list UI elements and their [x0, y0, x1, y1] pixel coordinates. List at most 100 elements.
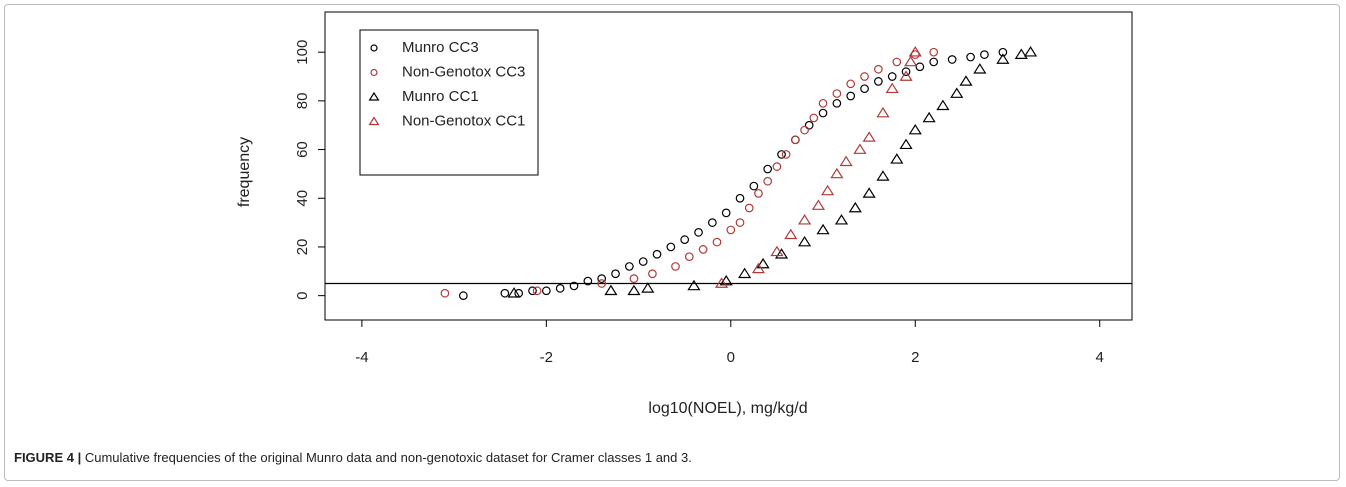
point: [798, 214, 812, 225]
point: [440, 288, 450, 298]
point: [846, 79, 856, 89]
point: [687, 279, 701, 291]
point: [791, 135, 800, 145]
point: [922, 111, 936, 123]
point: [809, 113, 819, 123]
point: [611, 269, 620, 279]
point: [666, 242, 676, 252]
point: [652, 249, 662, 259]
chart: log10(NOEL), mg/kg/d frequency -4 -2 0 2 402…: [236, 11, 1133, 417]
point: [885, 82, 899, 94]
point: [899, 138, 913, 150]
point: [929, 47, 939, 57]
point: [848, 201, 862, 213]
point: [751, 262, 766, 274]
y-tick-label: 0: [294, 291, 311, 299]
legend-label: Non-Genotox CC3: [402, 63, 525, 80]
legend-marker: [370, 68, 378, 77]
legend-box: [359, 29, 539, 176]
x-tick-label: 0: [727, 349, 735, 366]
point: [541, 286, 551, 296]
point: [821, 184, 835, 196]
point: [684, 252, 694, 262]
plot-box: [324, 11, 1133, 321]
x-tick-label: -2: [540, 349, 553, 366]
point: [853, 143, 867, 154]
point: [721, 208, 731, 218]
point: [629, 274, 639, 283]
x-axis-label: log10(NOEL), mg/kg/d: [648, 400, 807, 417]
caption-label: FIGURE 4 |: [14, 450, 82, 465]
x-tick-label: 4: [1096, 349, 1104, 366]
point: [973, 63, 987, 74]
point: [947, 55, 957, 64]
point: [708, 218, 717, 227]
point: [458, 291, 468, 301]
point: [818, 98, 828, 108]
caption: FIGURE 4 | Cumulative frequencies of the…: [14, 450, 692, 465]
point: [712, 237, 722, 247]
y-tick-label: 100: [294, 40, 311, 65]
point: [876, 170, 890, 181]
point: [908, 46, 922, 57]
point: [507, 287, 521, 298]
legend-marker: [370, 44, 378, 52]
point: [862, 131, 876, 142]
point: [680, 235, 690, 245]
point: [738, 267, 752, 279]
point: [834, 214, 849, 225]
point: [500, 288, 510, 298]
point: [763, 164, 773, 174]
point: [832, 89, 842, 98]
point: [804, 120, 814, 130]
legend-marker: [368, 116, 380, 126]
point: [798, 235, 812, 247]
point: [735, 193, 745, 203]
point: [908, 123, 922, 135]
point: [763, 176, 773, 186]
point: [846, 91, 856, 101]
point: [936, 99, 950, 111]
point: [774, 248, 789, 259]
point: [770, 245, 784, 257]
point: [749, 181, 759, 191]
point: [597, 274, 607, 283]
point: [860, 84, 869, 94]
point: [784, 228, 798, 240]
point: [811, 199, 826, 210]
point: [929, 57, 939, 67]
point: [714, 277, 729, 288]
point: [874, 77, 883, 86]
point: [638, 257, 648, 266]
point: [910, 50, 920, 59]
point: [532, 286, 542, 296]
point: [862, 187, 876, 198]
point: [904, 55, 918, 67]
point: [890, 153, 904, 164]
y-tick-label: 80: [294, 93, 311, 110]
point: [583, 276, 593, 286]
point: [528, 286, 537, 296]
point: [756, 257, 770, 269]
point: [887, 72, 897, 81]
legend-label: Munro CC3: [402, 39, 479, 56]
point: [604, 284, 618, 296]
point: [876, 106, 890, 118]
point: [735, 218, 745, 227]
point: [1014, 48, 1028, 59]
legend-label: Munro CC1: [402, 88, 479, 105]
point: [754, 189, 763, 198]
y-tick-label: 40: [294, 190, 311, 207]
y-tick-label: 20: [294, 239, 311, 256]
point: [830, 167, 844, 179]
y-axis-label: frequency: [236, 137, 253, 207]
point: [950, 87, 964, 98]
point: [698, 245, 708, 254]
point: [597, 279, 607, 288]
x-tick-label: -4: [355, 349, 368, 366]
point: [816, 223, 830, 235]
point: [860, 72, 869, 81]
point: [726, 225, 736, 235]
x-tick-label: 2: [911, 349, 919, 366]
point: [800, 125, 809, 135]
